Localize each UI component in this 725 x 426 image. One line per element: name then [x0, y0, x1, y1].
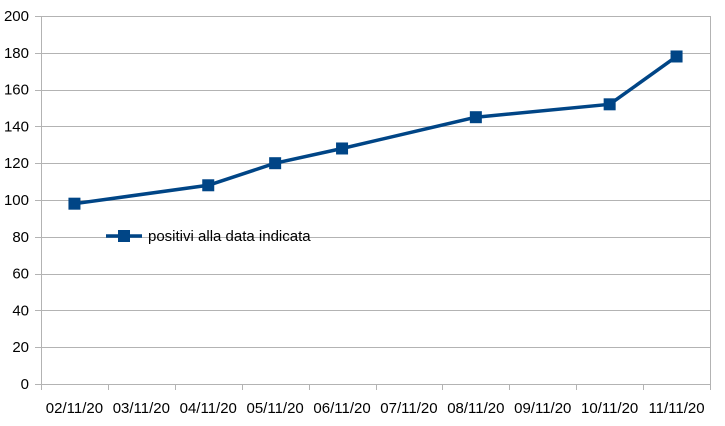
data-point-marker — [469, 111, 482, 124]
y-tick-label: 180 — [4, 45, 29, 62]
x-tick-label: 07/11/20 — [380, 400, 437, 417]
series-line — [74, 55, 678, 206]
y-tick-label: 40 — [12, 302, 29, 319]
y-tick-label: 60 — [12, 266, 29, 283]
x-tick-label: 08/11/20 — [447, 400, 504, 417]
legend-label: positivi alla data indicata — [148, 228, 311, 245]
x-tick-label: 10/11/20 — [581, 400, 638, 417]
legend: positivi alla data indicata — [106, 228, 311, 245]
legend-marker-swatch — [118, 230, 130, 242]
data-point-marker — [68, 197, 81, 210]
x-tick-label: 02/11/20 — [46, 400, 103, 417]
data-point-marker — [670, 50, 683, 63]
x-tick-label: 05/11/20 — [247, 400, 304, 417]
x-tick-label: 06/11/20 — [313, 400, 370, 417]
x-tick-label: 03/11/20 — [113, 400, 170, 417]
data-point-marker — [202, 179, 215, 192]
x-tick-label: 11/11/20 — [648, 400, 704, 417]
axes — [35, 16, 711, 390]
gridlines — [41, 16, 710, 348]
y-tick-label: 20 — [12, 339, 29, 356]
y-axis-tick-labels: 0 20 40 60 80 100 120 140 160 180 200 — [4, 8, 29, 393]
y-tick-label: 160 — [4, 82, 29, 99]
data-series — [68, 50, 683, 210]
y-tick-label: 100 — [4, 192, 29, 209]
y-tick-label: 0 — [21, 376, 29, 393]
x-tick-label: 09/11/20 — [514, 400, 571, 417]
y-tick-label: 200 — [4, 8, 29, 25]
y-tick-label: 80 — [12, 229, 29, 246]
data-point-marker — [336, 142, 349, 155]
y-tick-label: 140 — [4, 118, 29, 135]
y-tick-label: 120 — [4, 155, 29, 172]
x-tick-label: 04/11/20 — [180, 400, 237, 417]
data-point-marker — [269, 157, 282, 170]
data-point-marker — [603, 98, 616, 111]
x-axis-tick-labels: 02/11/20 03/11/20 04/11/20 05/11/20 06/11/20… — [46, 400, 705, 417]
